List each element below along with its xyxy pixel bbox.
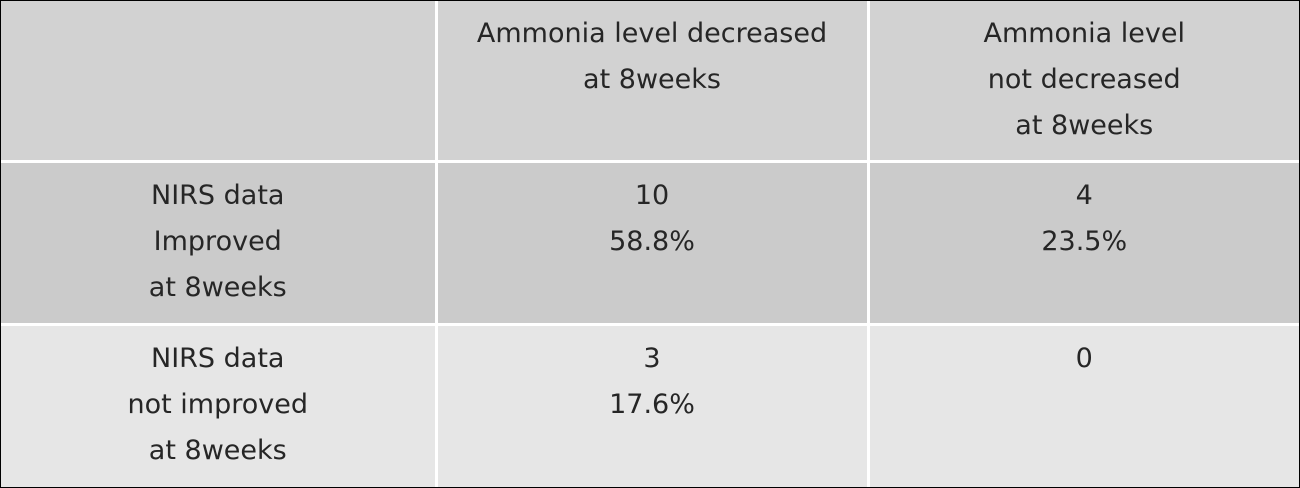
data-cell: 4 23.5% <box>869 162 1299 323</box>
data-cell: 3 17.6% <box>437 325 867 487</box>
row-header: NIRS data Improved at 8weeks <box>1 162 435 323</box>
cell-text: 4 <box>1075 179 1093 211</box>
cell-text: not decreased <box>987 64 1181 95</box>
corner-cell <box>1 1 435 160</box>
data-cell: 0 <box>869 325 1299 487</box>
cell-text: NIRS data <box>151 179 285 211</box>
cell-text: 58.8% <box>609 225 695 257</box>
cell-text: not improved <box>127 388 309 420</box>
cell-text: 17.6% <box>609 388 695 420</box>
cell-text: 0 <box>1075 342 1093 374</box>
row-header: NIRS data not improved at 8weeks <box>1 325 435 487</box>
cell-text: NIRS data <box>151 342 285 374</box>
cell-text: 10 <box>634 179 670 211</box>
cell-text: 3 <box>643 342 661 374</box>
cell-text: at 8weeks <box>583 64 721 95</box>
cell-text: at 8weeks <box>148 271 287 303</box>
cell-text: Ammonia level <box>983 18 1186 49</box>
cell-text: at 8weeks <box>1015 110 1154 141</box>
cell-text: at 8weeks <box>148 434 287 466</box>
cell-text: 23.5% <box>1041 225 1128 257</box>
column-header: Ammonia level not decreased at 8weeks <box>869 1 1299 160</box>
column-header: Ammonia level decreased at 8weeks <box>437 1 867 160</box>
cell-text: Ammonia level decreased <box>476 18 828 49</box>
data-cell: 10 58.8% <box>437 162 867 323</box>
cell-text: Improved <box>153 225 282 257</box>
